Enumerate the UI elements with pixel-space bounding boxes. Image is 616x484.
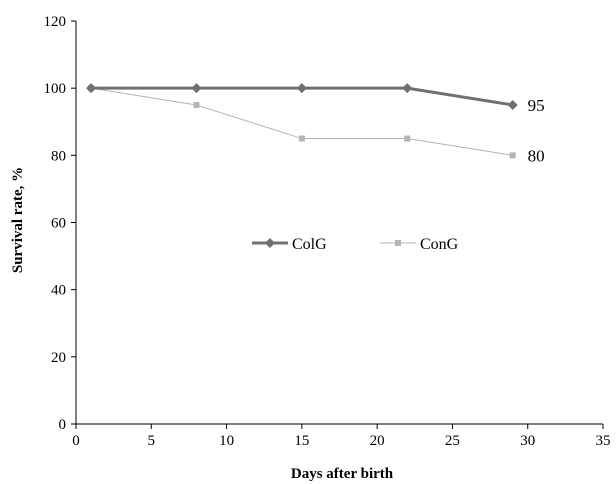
series-line [90, 87, 513, 156]
x-tick-label: 30 [520, 433, 535, 449]
legend-item-colg: ColG [252, 236, 327, 253]
end-data-label: 95 [528, 96, 545, 115]
x-tick-label: 0 [72, 433, 80, 449]
x-tick-label: 25 [445, 433, 460, 449]
x-tick-label: 35 [596, 433, 611, 449]
data-point [296, 83, 307, 94]
y-tick-label: 20 [51, 350, 66, 366]
data-point [402, 83, 413, 94]
data-point [509, 152, 516, 159]
x-tick-label: 20 [370, 433, 385, 449]
series-layer: 80 95 [86, 83, 545, 165]
series-cong: 80 [88, 85, 545, 165]
data-point [86, 83, 97, 94]
y-tick-label: 0 [59, 417, 67, 433]
data-point [193, 101, 200, 108]
end-data-label: 80 [528, 146, 545, 165]
x-tick-label: 10 [219, 433, 234, 449]
y-tick-label: 100 [44, 81, 67, 97]
x-axis-ticks: 0 5 10 15 20 25 30 35 [72, 424, 611, 449]
legend: ColG ConG [252, 236, 459, 253]
y-tick-label: 80 [51, 148, 66, 164]
y-tick-label: 120 [44, 14, 67, 30]
legend-label: ColG [292, 236, 327, 253]
axes [75, 21, 603, 425]
x-tick-label: 5 [148, 433, 156, 449]
series-colg: 95 [86, 83, 545, 115]
data-point [404, 135, 411, 142]
data-point [191, 83, 202, 94]
legend-label: ConG [420, 236, 459, 253]
x-axis-title: Days after birth [291, 466, 394, 482]
x-tick-label: 15 [294, 433, 309, 449]
data-point [507, 99, 518, 110]
legend-marker [265, 238, 275, 248]
y-axis-ticks: 0 20 40 60 80 100 120 [44, 14, 76, 433]
legend-item-cong: ConG [380, 236, 459, 253]
y-axis-title: Survival rate, % [10, 167, 26, 273]
data-point [298, 135, 305, 142]
y-tick-label: 40 [51, 283, 66, 299]
y-tick-label: 60 [51, 216, 66, 232]
legend-marker [395, 240, 401, 246]
